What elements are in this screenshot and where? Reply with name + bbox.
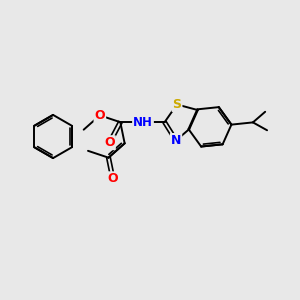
Text: O: O bbox=[104, 136, 115, 149]
Text: O: O bbox=[94, 109, 105, 122]
Text: O: O bbox=[107, 172, 118, 185]
Text: S: S bbox=[172, 98, 182, 111]
Text: N: N bbox=[171, 134, 181, 147]
Text: NH: NH bbox=[133, 116, 153, 129]
